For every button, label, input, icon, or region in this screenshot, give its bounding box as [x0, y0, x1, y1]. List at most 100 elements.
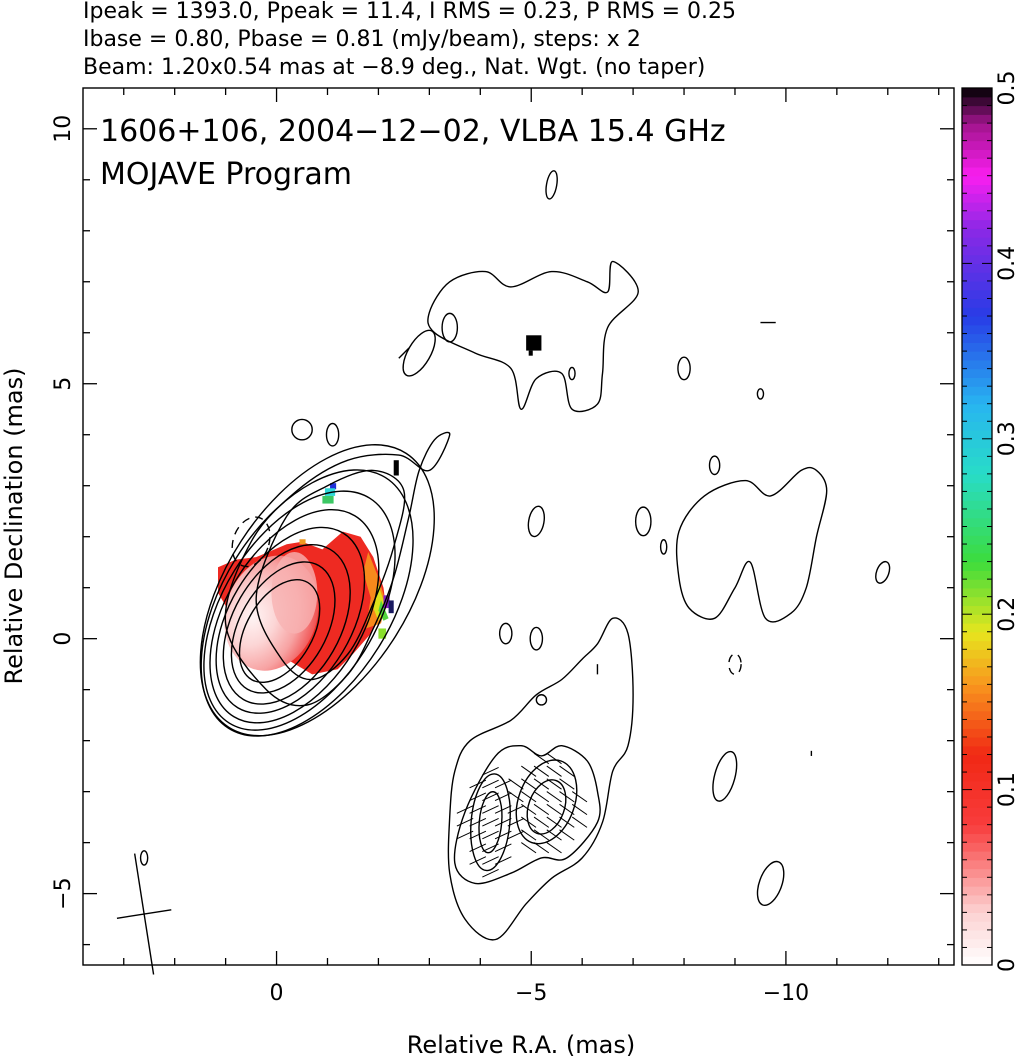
heatmap-pixel-black-jet — [393, 460, 399, 476]
evpa-tick-0-4 — [469, 843, 487, 852]
colorbar-band — [962, 447, 992, 457]
evpa-tick-0-43 — [533, 778, 550, 790]
contour-small-18 — [756, 860, 785, 907]
colorbar-band — [962, 456, 992, 466]
colorbar-band — [962, 316, 992, 326]
colorbar-band — [962, 386, 992, 396]
evpa-tick-0-9 — [469, 779, 487, 789]
contour-small-5 — [545, 170, 558, 200]
evpa-tick-0-61 — [571, 803, 588, 816]
colorbar-band — [962, 877, 992, 887]
heatmap-pixel-black-north — [526, 335, 542, 351]
evpa-tick-0-27 — [507, 817, 525, 827]
heatmap-pixel-navy — [388, 600, 394, 614]
heatmap-edge-green — [378, 600, 389, 621]
colorbar-band — [962, 798, 992, 808]
evpa-tick-0-11 — [482, 856, 499, 865]
colorbar-band — [962, 666, 992, 677]
heatmap-pixel-black-north-2 — [528, 350, 533, 356]
colorbar-band — [962, 105, 992, 115]
heatmap-pixel-yellowgreen — [378, 628, 387, 639]
evpa-tick-0-3 — [469, 856, 487, 865]
colorbar-band — [962, 237, 992, 247]
total-intensity-contours — [139, 170, 891, 941]
x-tick-label: 0 — [270, 981, 284, 1006]
colorbar-band — [962, 710, 992, 721]
colorbar-band — [962, 956, 992, 966]
evpa-tick-0-18 — [482, 766, 499, 776]
header-line-3: Beam: 1.20x0.54 mas at −8.9 deg., Nat. W… — [83, 55, 705, 80]
colorbar-band — [962, 561, 992, 571]
colorbar-band — [962, 131, 992, 142]
contour-small-15 — [568, 366, 576, 381]
colorbar-band — [962, 658, 992, 668]
evpa-tick-0-57 — [559, 791, 575, 803]
heatmap-pixel-orange — [299, 539, 306, 545]
colorbar-band — [962, 491, 992, 501]
evpa-tick-0-2 — [456, 805, 474, 814]
colorbar-band — [962, 123, 992, 133]
evpa-tick-0-21 — [494, 830, 512, 840]
evpa-tick-0-0 — [456, 830, 474, 840]
colorbar-band — [962, 394, 992, 405]
colorbar-band — [962, 807, 992, 817]
contour-polygon-0 — [224, 431, 451, 707]
evpa-tick-0-48 — [546, 816, 562, 828]
evpa-tick-0-7 — [469, 805, 487, 814]
colorbar-band — [962, 359, 992, 370]
colorbar-band — [962, 736, 992, 747]
colorbar-band — [962, 535, 992, 545]
evpa-tick-0-60 — [571, 816, 588, 828]
beam-marker — [116, 853, 172, 975]
colorbar-band — [962, 780, 992, 791]
colorbar-tick-label: 0.5 — [995, 71, 1020, 106]
colorbar-band — [962, 193, 992, 203]
evpa-tick-0-38 — [533, 842, 550, 854]
colorbar-band — [962, 859, 992, 870]
contour-small-11 — [659, 539, 668, 555]
evpa-tick-0-30 — [508, 778, 524, 790]
evpa-tick-0-36 — [521, 778, 537, 790]
evpa-tick-0-44 — [533, 765, 550, 777]
evpa-tick-0-13 — [482, 830, 499, 840]
evpa-tick-0-5 — [469, 830, 487, 840]
evpa-tick-0-37 — [521, 765, 537, 777]
evpa-tick-0-28 — [507, 805, 525, 814]
colorbar-band — [962, 824, 992, 835]
colorbar-band — [962, 473, 992, 484]
colorbar-band — [962, 631, 992, 642]
contour-small-17 — [728, 653, 742, 676]
evpa-tick-0-49 — [546, 803, 562, 816]
chart-title: 1606+106, 2004−12−02, VLBA 15.4 GHz — [100, 114, 726, 149]
colorbar-band — [962, 894, 992, 905]
y-axis-label: Relative Declination (mas) — [0, 367, 28, 684]
colorbar-band — [962, 552, 992, 563]
evpa-tick-0-6 — [469, 817, 487, 827]
contour-polygon-1 — [255, 469, 406, 681]
contour-small-10 — [634, 506, 652, 537]
evpa-tick-0-58 — [559, 778, 575, 790]
evpa-tick-0-45 — [533, 752, 550, 765]
contour-small-9 — [535, 694, 548, 706]
contour-small-24 — [526, 779, 567, 835]
evpa-tick-0-15 — [482, 805, 499, 814]
colorbar-band — [962, 517, 992, 528]
colorbar-band — [962, 701, 992, 712]
colorbar-band — [962, 245, 992, 256]
evpa-tick-0-56 — [559, 803, 575, 816]
contour-core-5 — [203, 490, 396, 731]
colorbar-band — [962, 903, 992, 913]
contour-polygon-5 — [453, 744, 601, 885]
contour-small-20 — [139, 850, 149, 866]
colorbar-band — [962, 815, 992, 826]
heatmap-core-light — [271, 551, 318, 634]
y-tick-label: 0 — [51, 632, 76, 646]
evpa-ticks — [456, 752, 588, 878]
contour-small-1 — [291, 418, 313, 441]
colorbar-band — [962, 202, 992, 212]
contour-core-1 — [230, 561, 336, 694]
colorbar-band — [962, 912, 992, 922]
evpa-tick-0-10 — [482, 868, 499, 878]
header-line-2: Ibase = 0.80, Pbase = 0.81 (mJy/beam), s… — [83, 27, 641, 52]
colorbar-band — [962, 412, 992, 422]
